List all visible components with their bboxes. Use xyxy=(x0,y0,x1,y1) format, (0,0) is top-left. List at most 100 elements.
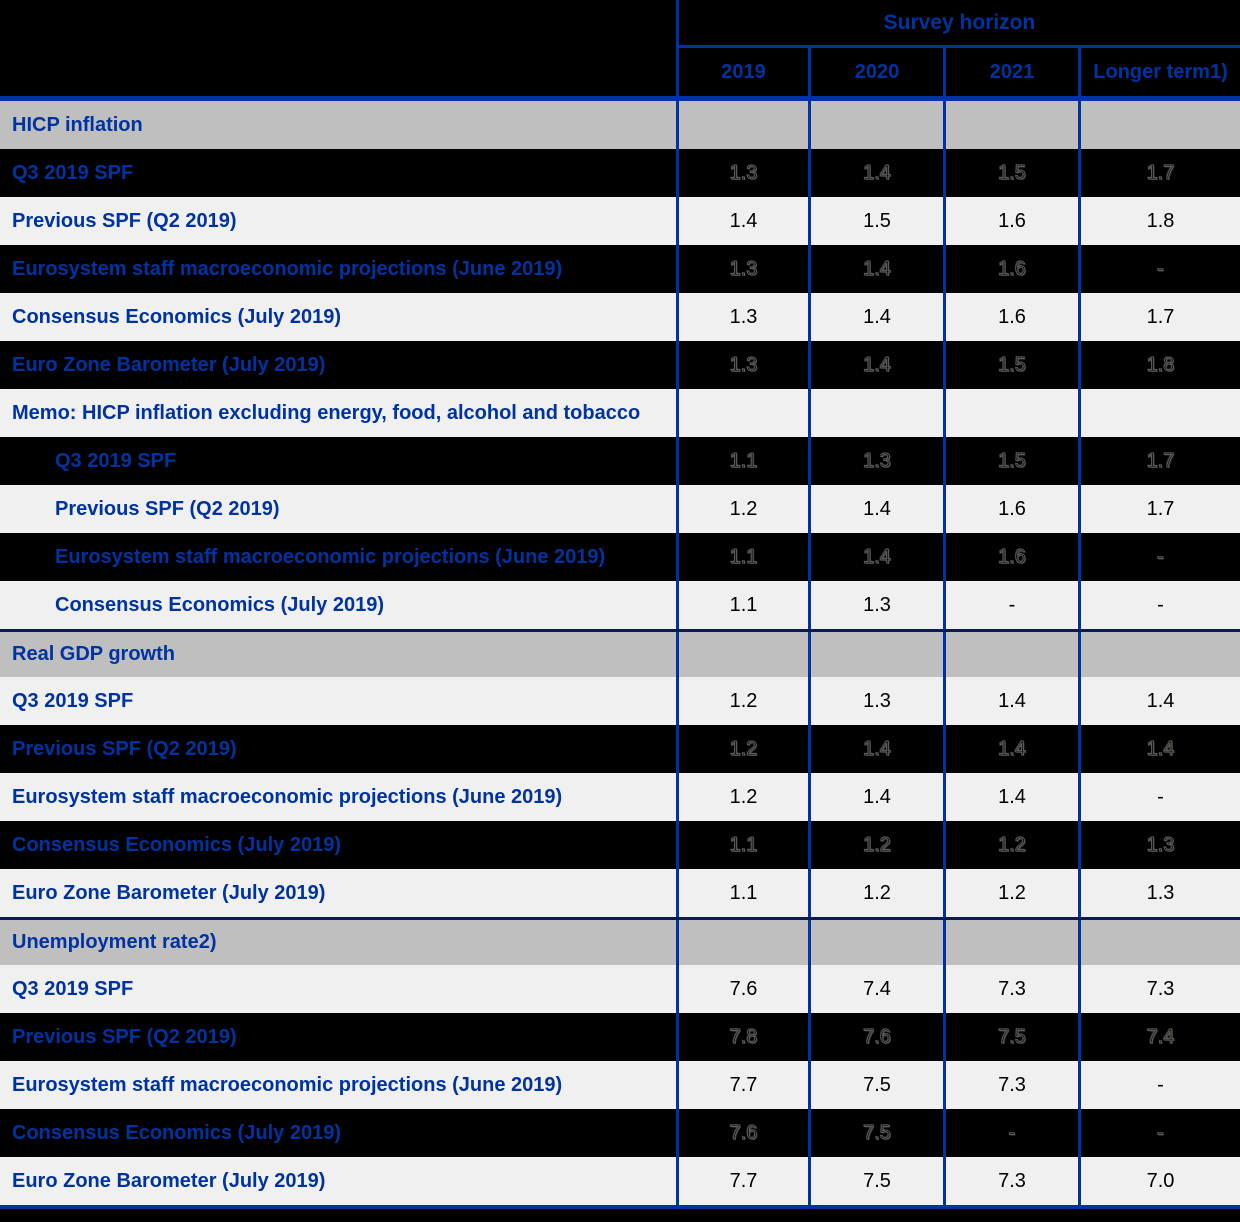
row-value-2021 xyxy=(943,632,1078,677)
row-label: Euro Zone Barometer (July 2019) xyxy=(12,353,326,376)
row-value-longer-term xyxy=(1078,632,1240,677)
row-value-2019: 1.1 xyxy=(676,533,808,581)
column-header-2020: 2020 xyxy=(808,48,943,96)
row-value-longer-term: 1.7 xyxy=(1078,149,1240,197)
row-value-longer-term: 1.7 xyxy=(1078,293,1240,341)
row-value-2020: 1.2 xyxy=(808,821,943,869)
table-row: Q3 2019 SPF 1.1 1.3 1.5 1.7 xyxy=(0,437,1240,485)
survey-horizon-header: Survey horizon xyxy=(676,0,1240,48)
row-label: Memo: HICP inflation excluding energy, f… xyxy=(12,401,641,424)
row-label: Previous SPF (Q2 2019) xyxy=(12,737,237,760)
row-value-2021 xyxy=(943,389,1078,437)
row-value-2019: 1.4 xyxy=(676,197,808,245)
table-column-headers: 2019 2020 2021 Longer term1) xyxy=(0,48,1240,96)
row-value-2020 xyxy=(808,920,943,965)
row-label: Q3 2019 SPF xyxy=(12,689,134,712)
row-value-2020 xyxy=(808,389,943,437)
row-value-2020: 7.5 xyxy=(808,1109,943,1157)
row-value-2019: 1.3 xyxy=(676,293,808,341)
row-value-2020 xyxy=(808,632,943,677)
header-separator-line xyxy=(0,96,1240,101)
row-label: Consensus Economics (July 2019) xyxy=(12,833,342,856)
row-value-2021: 1.6 xyxy=(943,485,1078,533)
row-value-longer-term: 1.8 xyxy=(1078,197,1240,245)
row-label: Consensus Economics (July 2019) xyxy=(55,593,385,616)
row-value-2019: 1.2 xyxy=(676,677,808,725)
row-value-2019: 7.6 xyxy=(676,1109,808,1157)
table-row: HICP inflation xyxy=(0,101,1240,149)
row-label: Previous SPF (Q2 2019) xyxy=(12,209,237,232)
row-label: Eurosystem staff macroeconomic projectio… xyxy=(12,785,563,808)
row-value-2020: 7.6 xyxy=(808,1013,943,1061)
row-label: HICP inflation xyxy=(12,113,143,136)
table-row: Eurosystem staff macroeconomic projectio… xyxy=(0,1061,1240,1109)
row-value-2019: 1.1 xyxy=(676,821,808,869)
row-label: Euro Zone Barometer (July 2019) xyxy=(12,881,326,904)
row-value-longer-term xyxy=(1078,101,1240,149)
row-value-2021: 1.6 xyxy=(943,197,1078,245)
table-body: HICP inflation Q3 2019 SPF 1.3 1.4 1.5 1… xyxy=(0,101,1240,1205)
table-row: Euro Zone Barometer (July 2019) 1.1 1.2 … xyxy=(0,869,1240,917)
table-row: Eurosystem staff macroeconomic projectio… xyxy=(0,533,1240,581)
row-value-2021: 1.4 xyxy=(943,725,1078,773)
row-value-2019: 1.3 xyxy=(676,245,808,293)
row-label: Previous SPF (Q2 2019) xyxy=(12,1025,237,1048)
table-row: Previous SPF (Q2 2019) 1.4 1.5 1.6 1.8 xyxy=(0,197,1240,245)
table-row: Eurosystem staff macroeconomic projectio… xyxy=(0,245,1240,293)
row-value-longer-term: 1.3 xyxy=(1078,821,1240,869)
row-value-longer-term: 1.8 xyxy=(1078,341,1240,389)
row-value-2020: 1.5 xyxy=(808,197,943,245)
column-header-2019: 2019 xyxy=(676,48,808,96)
column-header-2021: 2021 xyxy=(943,48,1078,96)
row-label: Eurosystem staff macroeconomic projectio… xyxy=(12,1073,563,1096)
row-value-longer-term: 1.7 xyxy=(1078,485,1240,533)
row-value-2019: 1.2 xyxy=(676,725,808,773)
table-row: Consensus Economics (July 2019) 1.3 1.4 … xyxy=(0,293,1240,341)
row-value-2020: 1.3 xyxy=(808,437,943,485)
row-value-longer-term: 7.4 xyxy=(1078,1013,1240,1061)
header-corner-spacer xyxy=(0,48,676,96)
row-value-2021: 1.6 xyxy=(943,533,1078,581)
row-value-2019: 7.7 xyxy=(676,1157,808,1205)
row-value-2019 xyxy=(676,101,808,149)
table-row: Euro Zone Barometer (July 2019) 7.7 7.5 … xyxy=(0,1157,1240,1205)
table-row: Consensus Economics (July 2019) 1.1 1.3 … xyxy=(0,581,1240,629)
row-value-2019 xyxy=(676,632,808,677)
row-value-longer-term: - xyxy=(1078,1061,1240,1109)
row-value-2021 xyxy=(943,101,1078,149)
row-value-longer-term xyxy=(1078,389,1240,437)
table-header-top: Survey horizon xyxy=(0,0,1240,48)
row-value-2019: 7.6 xyxy=(676,965,808,1013)
row-label: Euro Zone Barometer (July 2019) xyxy=(12,1169,326,1192)
row-value-2020: 1.4 xyxy=(808,293,943,341)
table-row: Eurosystem staff macroeconomic projectio… xyxy=(0,773,1240,821)
row-value-2020: 7.5 xyxy=(808,1061,943,1109)
row-value-2019 xyxy=(676,920,808,965)
row-value-2019: 7.8 xyxy=(676,1013,808,1061)
row-value-2020: 7.4 xyxy=(808,965,943,1013)
row-value-longer-term: 7.3 xyxy=(1078,965,1240,1013)
row-label: Eurosystem staff macroeconomic projectio… xyxy=(55,545,606,568)
row-value-2021: - xyxy=(943,1109,1078,1157)
row-value-2021: 7.5 xyxy=(943,1013,1078,1061)
row-value-longer-term: - xyxy=(1078,581,1240,629)
row-value-2019: 1.1 xyxy=(676,869,808,917)
row-label: Eurosystem staff macroeconomic projectio… xyxy=(12,257,563,280)
row-value-2020: 7.5 xyxy=(808,1157,943,1205)
row-value-2020: 1.3 xyxy=(808,581,943,629)
row-value-2021 xyxy=(943,920,1078,965)
row-label: Q3 2019 SPF xyxy=(55,449,177,472)
table-bottom-border xyxy=(0,1205,1240,1209)
row-value-2021: 1.6 xyxy=(943,293,1078,341)
row-value-2019: 1.3 xyxy=(676,149,808,197)
row-value-2019: 1.2 xyxy=(676,485,808,533)
row-value-2020: 1.2 xyxy=(808,869,943,917)
row-value-longer-term: - xyxy=(1078,245,1240,293)
row-value-longer-term xyxy=(1078,920,1240,965)
row-value-2021: 1.5 xyxy=(943,341,1078,389)
table-row: Q3 2019 SPF 1.3 1.4 1.5 1.7 xyxy=(0,149,1240,197)
row-value-2021: - xyxy=(943,581,1078,629)
row-value-longer-term: - xyxy=(1078,1109,1240,1157)
row-value-2020 xyxy=(808,101,943,149)
